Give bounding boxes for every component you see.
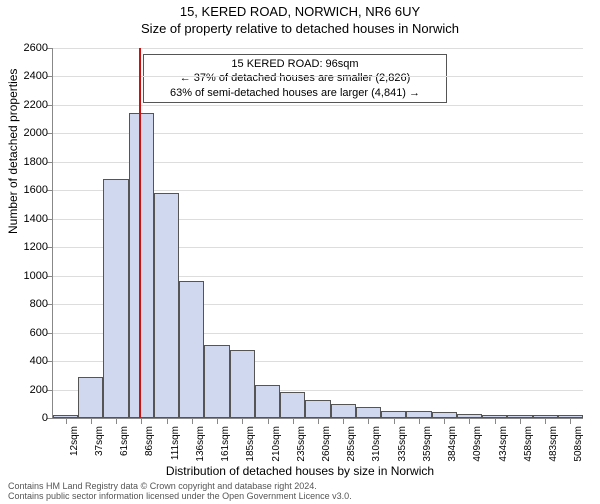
x-tick <box>66 418 67 424</box>
x-tick <box>495 418 496 424</box>
annotation-line-3: 63% of semi-detached houses are larger (… <box>150 86 440 100</box>
x-tick <box>469 418 470 424</box>
x-tick <box>141 418 142 424</box>
grid-line <box>53 76 583 77</box>
histogram-bar <box>179 281 204 418</box>
x-tick-label: 61sqm <box>119 426 130 456</box>
copyright-line-2: Contains public sector information licen… <box>8 492 352 502</box>
x-tick <box>91 418 92 424</box>
histogram-bar <box>381 411 406 418</box>
x-tick <box>318 418 319 424</box>
x-tick <box>570 418 571 424</box>
y-tick-label: 200 <box>8 384 48 396</box>
x-tick-label: 111sqm <box>170 426 181 460</box>
x-tick <box>192 418 193 424</box>
grid-line <box>53 48 583 49</box>
x-tick-label: 508sqm <box>573 426 584 462</box>
annotation-box: 15 KERED ROAD: 96sqm ← 37% of detached h… <box>143 54 447 103</box>
histogram-bar <box>103 179 128 418</box>
x-tick-label: 37sqm <box>94 426 105 456</box>
x-tick <box>293 418 294 424</box>
y-tick-label: 400 <box>8 355 48 367</box>
annotation-line-2: ← 37% of detached houses are smaller (2,… <box>150 71 440 85</box>
x-tick-label: 185sqm <box>245 426 256 462</box>
x-tick <box>167 418 168 424</box>
histogram-bar <box>331 404 356 418</box>
y-tick-label: 1600 <box>8 184 48 196</box>
y-tick-label: 1800 <box>8 156 48 168</box>
histogram-bar <box>305 400 330 419</box>
x-tick-label: 483sqm <box>548 426 559 462</box>
y-tick-label: 1400 <box>8 213 48 225</box>
grid-line <box>53 105 583 106</box>
x-tick-label: 210sqm <box>271 426 282 462</box>
y-tick-label: 600 <box>8 327 48 339</box>
y-tick-label: 2000 <box>8 127 48 139</box>
x-tick <box>368 418 369 424</box>
x-tick <box>217 418 218 424</box>
x-tick-label: 260sqm <box>321 426 332 462</box>
title-subtitle: Size of property relative to detached ho… <box>0 21 600 36</box>
x-tick-label: 161sqm <box>220 426 231 462</box>
x-tick-label: 434sqm <box>498 426 509 462</box>
x-tick <box>116 418 117 424</box>
y-tick-label: 0 <box>8 412 48 424</box>
x-tick-label: 458sqm <box>523 426 534 462</box>
x-tick <box>242 418 243 424</box>
x-tick-label: 86sqm <box>144 426 155 456</box>
x-tick-label: 409sqm <box>472 426 483 462</box>
y-tick-label: 1200 <box>8 241 48 253</box>
marker-line <box>139 48 141 418</box>
x-tick-label: 384sqm <box>447 426 458 462</box>
histogram-chart: 15 KERED ROAD: 96sqm ← 37% of detached h… <box>52 48 583 419</box>
copyright-text: Contains HM Land Registry data © Crown c… <box>8 482 352 502</box>
x-tick <box>520 418 521 424</box>
x-axis-title: Distribution of detached houses by size … <box>0 464 600 478</box>
histogram-bar <box>280 392 305 418</box>
y-tick-label: 1000 <box>8 270 48 282</box>
y-axis-title: Number of detached properties <box>6 69 20 234</box>
x-tick-label: 335sqm <box>397 426 408 462</box>
x-tick-label: 310sqm <box>371 426 382 462</box>
title-address: 15, KERED ROAD, NORWICH, NR6 6UY <box>0 4 600 19</box>
y-tick-label: 800 <box>8 298 48 310</box>
x-tick-label: 12sqm <box>69 426 80 456</box>
histogram-bar <box>255 385 280 418</box>
histogram-bar <box>204 345 229 418</box>
x-tick <box>268 418 269 424</box>
x-tick <box>545 418 546 424</box>
x-tick-label: 359sqm <box>422 426 433 462</box>
x-tick-label: 285sqm <box>346 426 357 462</box>
annotation-line-1: 15 KERED ROAD: 96sqm <box>150 57 440 71</box>
histogram-bar <box>78 377 103 418</box>
y-tick-label: 2400 <box>8 70 48 82</box>
histogram-bar <box>356 407 381 418</box>
x-tick-label: 235sqm <box>296 426 307 462</box>
histogram-bar <box>406 411 431 418</box>
x-tick-label: 136sqm <box>195 426 206 462</box>
x-tick <box>394 418 395 424</box>
histogram-bar <box>154 193 179 418</box>
x-tick <box>343 418 344 424</box>
histogram-bar <box>230 350 255 418</box>
x-tick <box>419 418 420 424</box>
y-tick-label: 2600 <box>8 42 48 54</box>
histogram-bar <box>129 113 154 418</box>
x-tick <box>444 418 445 424</box>
y-tick-label: 2200 <box>8 99 48 111</box>
